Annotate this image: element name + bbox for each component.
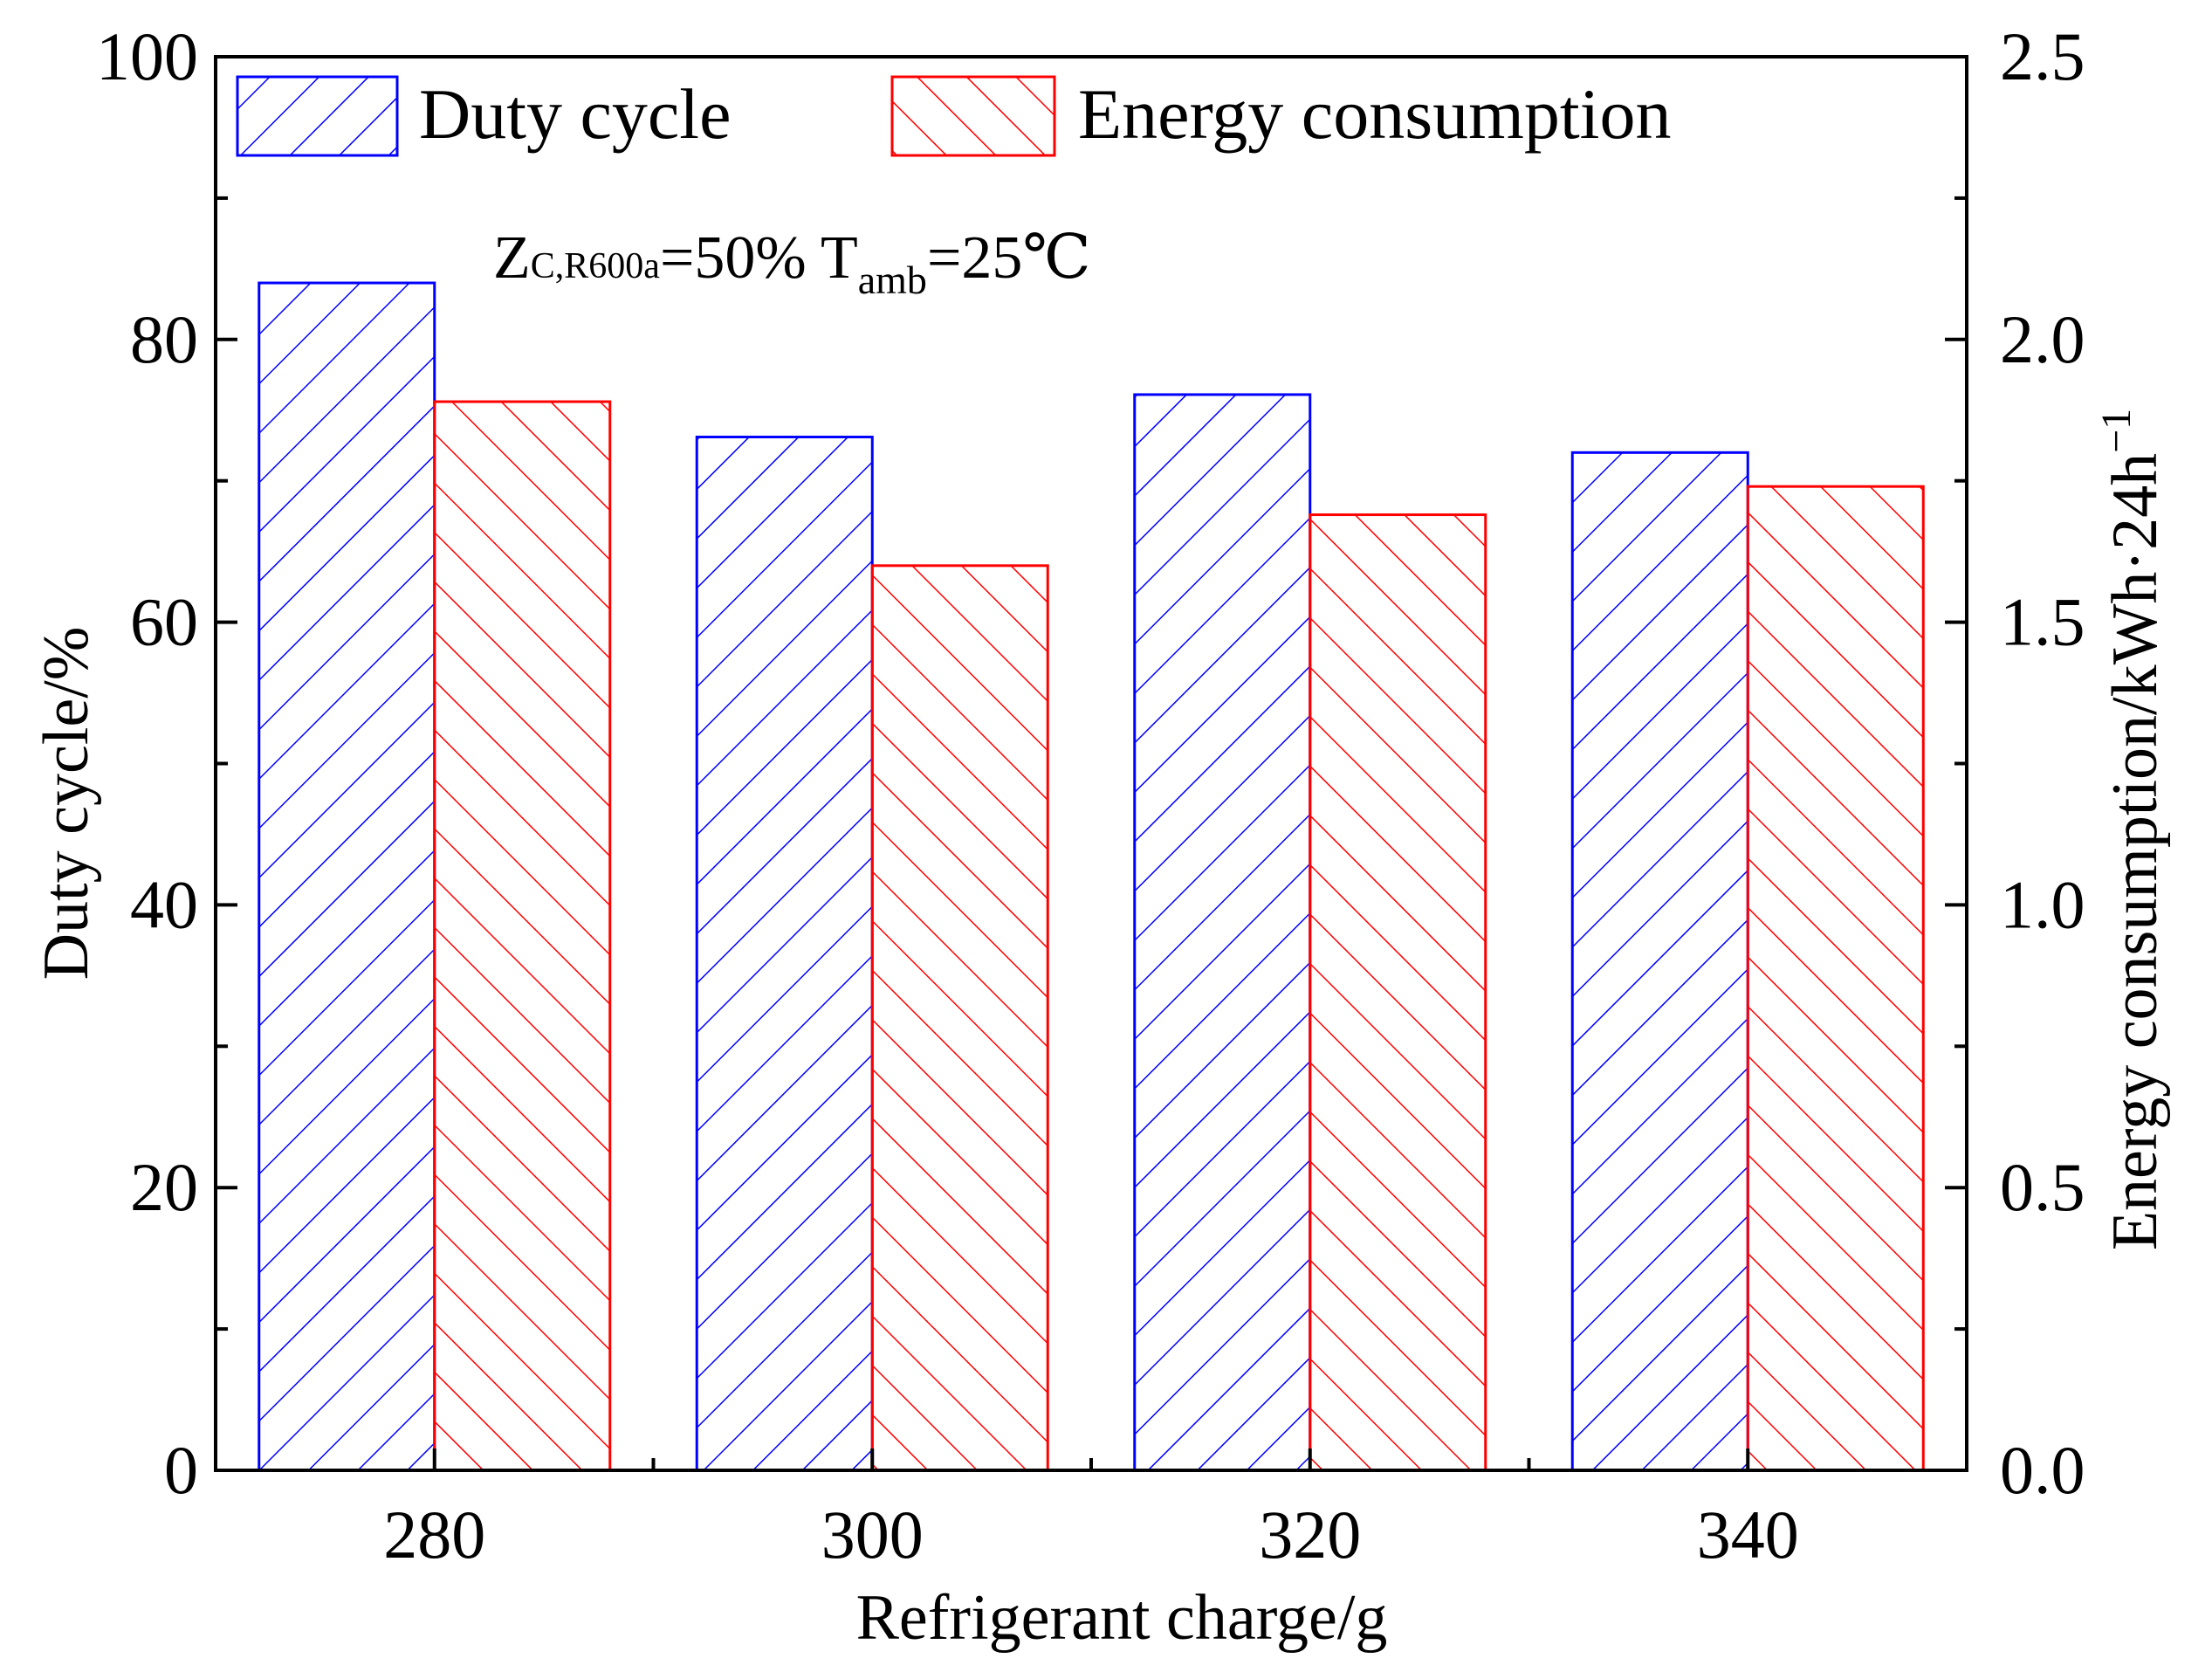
x-tick-label: 280 — [383, 1497, 485, 1572]
bars — [258, 281, 1925, 1472]
y-tick-label: 60 — [130, 584, 198, 660]
y2-axis-label: Energy consumption/kWh·24h−1 — [2093, 409, 2171, 1250]
legend-label-duty-cycle: Duty cycle — [419, 74, 731, 154]
x-axis-label: Refrigerant charge/g — [856, 1582, 1388, 1654]
y-tick-label: 100 — [96, 18, 198, 94]
bar-duty-cycle-300 — [695, 436, 874, 1472]
legend: Duty cycle Energy consumption — [236, 74, 1671, 157]
bar-energy-320 — [1309, 513, 1487, 1472]
bar-energy-300 — [870, 564, 1049, 1472]
y2-tick-label: 0.5 — [2000, 1149, 2085, 1225]
y-tick-label: 80 — [130, 301, 198, 377]
y2-tick-label: 2.5 — [2000, 18, 2085, 94]
legend-swatch-duty-cycle — [236, 75, 399, 157]
bar-energy-280 — [433, 400, 612, 1472]
y-tick-label: 0 — [164, 1432, 198, 1508]
y2-tick-label: 1.5 — [2000, 584, 2085, 660]
y2-tick-label: 2.0 — [2000, 301, 2085, 377]
bar-duty-cycle-340 — [1570, 451, 1749, 1472]
legend-label-energy: Energy consumption — [1078, 74, 1671, 154]
y-axis-label: Duty cycle/% — [31, 627, 102, 981]
bar-duty-cycle-280 — [258, 281, 436, 1472]
x-tick-label: 340 — [1697, 1497, 1799, 1572]
bar-energy-340 — [1746, 485, 1925, 1472]
ticks: 280 300 320 340 0 0.0 20 0.5 40 1.0 60 1.5 80 2.0 100 2… — [96, 18, 2085, 1572]
bar-duty-cycle-320 — [1133, 393, 1312, 1472]
y2-tick-label: 0.0 — [2000, 1432, 2085, 1508]
x-tick-label: 300 — [821, 1497, 924, 1572]
y-tick-label: 20 — [130, 1149, 198, 1225]
legend-swatch-energy — [890, 75, 1056, 157]
x-tick-label: 320 — [1259, 1497, 1361, 1572]
annotation: ZC,R600a=50% Tamb=25℃ — [493, 224, 1091, 302]
y2-tick-label: 1.0 — [2000, 866, 2085, 942]
y-tick-label: 40 — [130, 866, 198, 942]
